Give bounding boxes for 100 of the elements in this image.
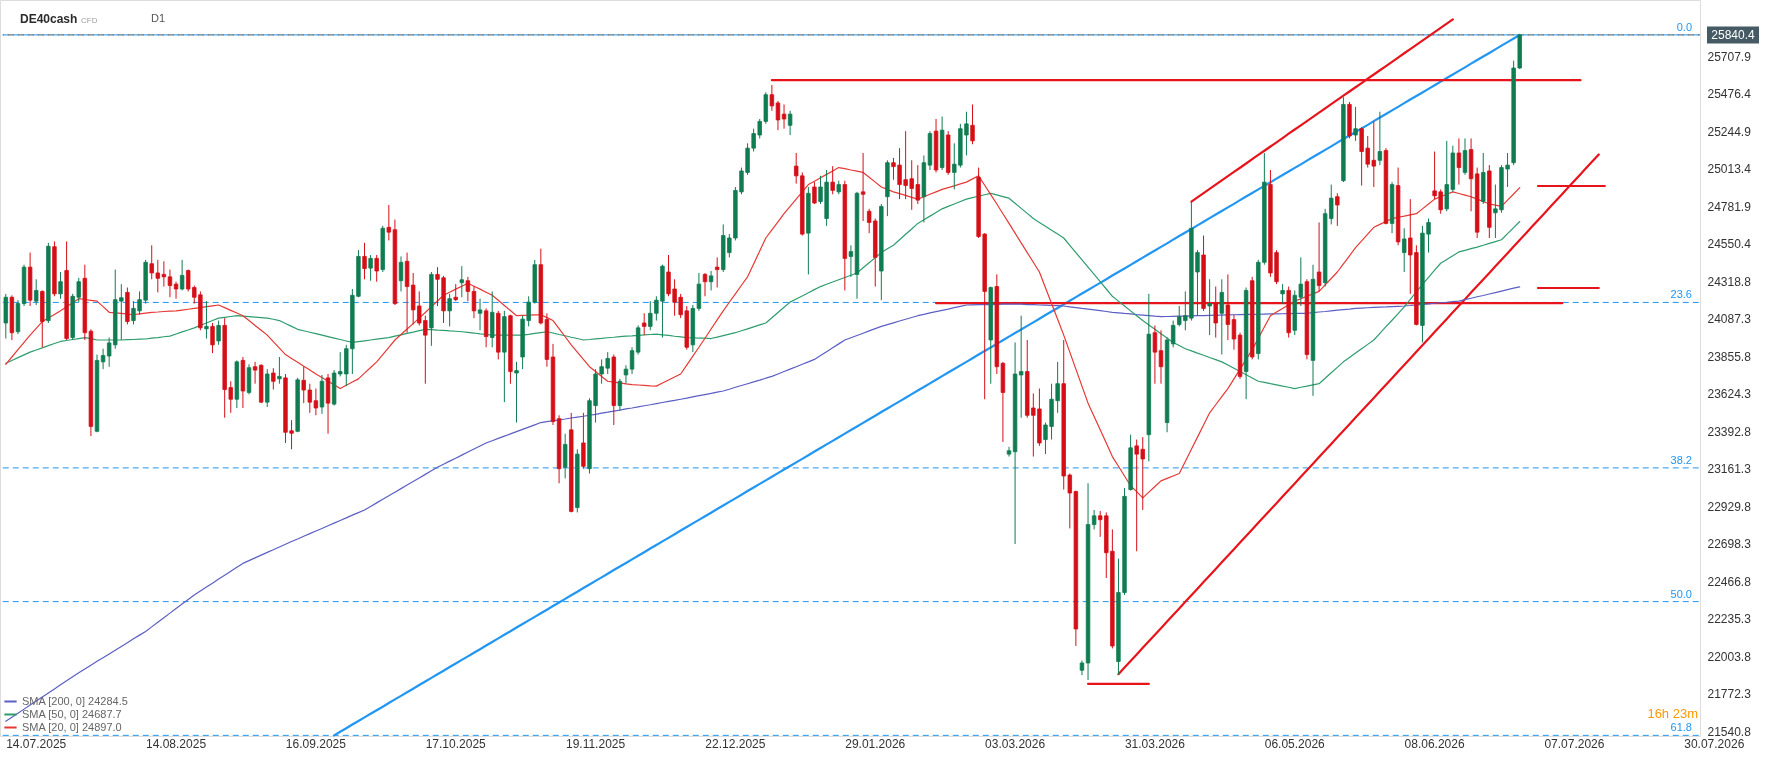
y-tick-label: 21772.3 xyxy=(1707,687,1752,702)
candlestick xyxy=(362,242,367,280)
y-tick-label: 23624.3 xyxy=(1707,387,1752,402)
candlestick xyxy=(374,254,379,283)
x-tick-label: 19.11.2025 xyxy=(565,736,626,751)
y-tick-label: 23161.3 xyxy=(1707,462,1752,477)
candlestick xyxy=(1219,278,1224,356)
line-series xyxy=(5,286,1521,722)
candlestick xyxy=(1402,227,1407,273)
candlestick xyxy=(1213,286,1218,339)
candlestick xyxy=(368,254,373,282)
y-tick-label: 22698.3 xyxy=(1707,537,1752,552)
candlestick xyxy=(629,346,635,375)
x-tick-label: 14.07.2025 xyxy=(6,736,67,751)
y-tick-label: 25244.9 xyxy=(1707,124,1752,139)
text: DE40cash xyxy=(20,12,78,26)
candlestick xyxy=(714,256,720,289)
candlestick xyxy=(514,361,519,424)
candlestick xyxy=(210,322,215,354)
candlestick xyxy=(708,270,714,291)
candlestick xyxy=(581,412,586,470)
candlestick xyxy=(271,367,276,391)
y-tick-label: 21540.8 xyxy=(1707,724,1752,739)
candlestick xyxy=(58,271,63,300)
x-tick-label: 08.06.2026 xyxy=(1404,736,1465,751)
legend-label: SMA [20, 0] 24897.0 xyxy=(22,720,122,733)
candlestick xyxy=(398,255,404,292)
candlestick xyxy=(812,181,817,205)
y-tick-label: 25013.4 xyxy=(1707,162,1752,177)
candlestick xyxy=(1456,137,1462,186)
candlestick xyxy=(1335,192,1340,227)
candlestick xyxy=(34,278,39,306)
annotation: 16h 23m xyxy=(1647,706,1698,721)
y-tick-label: 24781.9 xyxy=(1707,199,1752,214)
y-tick-label: 23855.8 xyxy=(1707,349,1752,364)
line-series xyxy=(5,192,1521,390)
annotation: CFD xyxy=(81,16,98,25)
annotation: 0.0 xyxy=(1676,20,1692,33)
candlestick xyxy=(1231,314,1237,351)
x-tick-label: 06.05.2026 xyxy=(1264,736,1326,751)
candlestick xyxy=(860,152,866,222)
candlestick xyxy=(830,165,835,195)
candlestick xyxy=(1091,509,1097,530)
candlestick xyxy=(1225,273,1231,341)
candlestick xyxy=(848,244,854,278)
x-tick-label: 03.03.2026 xyxy=(985,736,1046,751)
x-tick-label: 30.07.2026 xyxy=(1684,736,1745,751)
x-tick-label: 17.10.2025 xyxy=(425,736,487,751)
annotation: 23.6 xyxy=(1670,288,1692,301)
candlestick xyxy=(623,364,629,385)
y-tick-label: 22003.8 xyxy=(1707,649,1752,664)
candlestick xyxy=(775,100,781,131)
candlestick xyxy=(465,276,471,302)
line-series xyxy=(5,166,1521,499)
candlestick xyxy=(204,300,209,340)
candlestick xyxy=(1377,111,1383,166)
x-tick-label: 14.08.2025 xyxy=(146,736,207,751)
x-tick-label: 29.01.2026 xyxy=(845,736,906,751)
candlestick xyxy=(1316,221,1322,292)
candlestick xyxy=(471,286,477,319)
candlestick xyxy=(477,298,483,331)
y-tick-label: 24087.3 xyxy=(1707,312,1752,327)
candlestick xyxy=(1152,324,1158,385)
y-tick-label: 24550.4 xyxy=(1707,237,1752,252)
candlestick xyxy=(562,433,568,479)
y-tick-label: 23392.8 xyxy=(1707,424,1752,439)
candlestick xyxy=(970,103,975,145)
y-tick-label: 22235.3 xyxy=(1707,612,1752,627)
candlestick xyxy=(781,103,787,130)
candlestick xyxy=(179,259,185,291)
candlestick xyxy=(1353,106,1358,142)
candlestick xyxy=(459,265,464,298)
x-tick-label: 31.03.2026 xyxy=(1124,736,1186,751)
ref-line-label: 25840.4 xyxy=(1711,27,1756,42)
y-tick-label: 22929.8 xyxy=(1707,499,1752,514)
annotation: 61.8 xyxy=(1670,721,1692,734)
candlestick xyxy=(277,356,282,385)
y-tick-label: 25707.9 xyxy=(1707,49,1752,64)
x-tick-label: 07.07.2026 xyxy=(1544,736,1605,751)
candlestick xyxy=(702,272,708,297)
y-tick-label: 24318.8 xyxy=(1707,274,1752,289)
candlestick xyxy=(769,84,775,112)
annotation: D1 xyxy=(151,12,166,24)
candlestick xyxy=(642,312,647,336)
y-tick-label: 22466.8 xyxy=(1707,574,1752,589)
legend-label: SMA [50, 0] 24687.7 xyxy=(22,707,122,720)
candlestick xyxy=(1158,329,1164,385)
candlestick xyxy=(1006,446,1012,458)
y-tick-label: 25476.4 xyxy=(1707,87,1752,102)
candlestick xyxy=(1280,283,1285,305)
candlestick xyxy=(167,269,173,298)
candlestick xyxy=(787,110,793,136)
candlestick xyxy=(1207,278,1212,336)
candlestick xyxy=(173,281,179,300)
annotation: 38.2 xyxy=(1670,453,1692,466)
annotation: 50.0 xyxy=(1670,587,1692,600)
candlestick xyxy=(447,293,452,327)
candlestick xyxy=(216,320,221,346)
x-tick-label: 22.12.2025 xyxy=(705,736,766,751)
candlestick xyxy=(1462,137,1468,176)
